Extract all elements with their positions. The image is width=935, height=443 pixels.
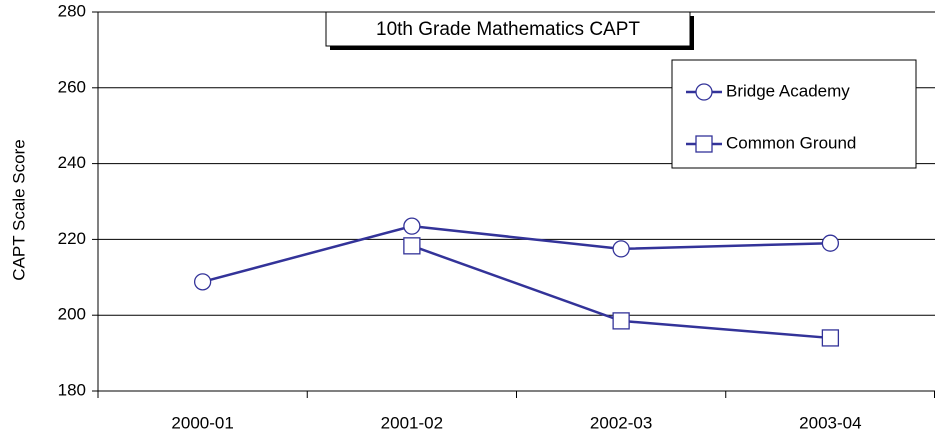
point <box>612 312 630 330</box>
point <box>403 237 421 255</box>
title-box <box>325 11 691 47</box>
legend-box <box>671 59 917 169</box>
y-tick-label: 240 <box>58 153 86 172</box>
chart-title: 10th Grade Mathematics CAPT <box>376 19 640 40</box>
point <box>821 329 840 347</box>
y-tick-label: 200 <box>58 305 86 324</box>
y-tick-label: 280 <box>58 1 86 20</box>
y-tick-label: 180 <box>58 380 86 399</box>
point <box>695 135 713 153</box>
x-tick-label: 2003-04 <box>799 413 861 432</box>
point <box>193 273 212 291</box>
x-tick-label: 2001-02 <box>381 413 443 432</box>
point <box>695 83 713 101</box>
x-tick-label: 2002-03 <box>590 413 652 432</box>
legend-label: Common Ground <box>726 133 856 152</box>
series-line <box>202 224 831 284</box>
y-tick-label: 260 <box>58 77 86 96</box>
point <box>403 217 421 235</box>
x-tick-label: 2000-01 <box>171 413 233 432</box>
point <box>612 240 630 258</box>
y-axis-label: CAPT Scale Score <box>9 139 28 280</box>
legend-label: Bridge Academy <box>726 81 850 100</box>
point <box>821 234 840 252</box>
y-tick-label: 220 <box>58 229 86 248</box>
